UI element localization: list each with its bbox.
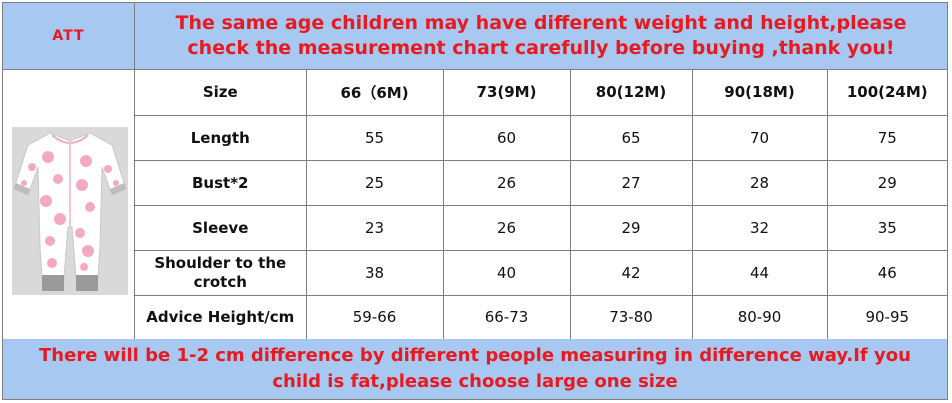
table-cell: 29 — [826, 159, 947, 206]
table-cell: 32 — [691, 204, 828, 251]
table-header-row: Size 66（6M) 73(9M) 80(12M) 90(18M) 100(2… — [135, 70, 947, 116]
column-header: 80(12M) — [569, 70, 693, 116]
column-header: 66（6M) — [305, 70, 444, 116]
size-table: Size 66（6M) 73(9M) 80(12M) 90(18M) 100(2… — [135, 70, 947, 340]
row-label: Shoulder to the crotch — [135, 249, 307, 296]
table-row: Length 55 60 65 70 75 — [135, 114, 947, 161]
table-cell: 65 — [569, 114, 693, 161]
row-label: Length — [135, 114, 307, 161]
row-label: Bust*2 — [135, 159, 307, 206]
table-cell: 25 — [305, 159, 444, 206]
table-row: Advice Height/cm 59-66 66-73 73-80 80-90… — [135, 294, 947, 340]
table-cell: 27 — [569, 159, 693, 206]
column-header: 100(24M) — [826, 70, 947, 116]
table-cell: 29 — [569, 204, 693, 251]
table-cell: 42 — [569, 249, 693, 296]
header-notice: The same age children may have different… — [135, 3, 947, 70]
table-cell: 59-66 — [305, 294, 444, 340]
table-cell: 44 — [691, 249, 828, 296]
size-header: Size — [135, 70, 307, 116]
table-cell: 80-90 — [691, 294, 828, 340]
table-cell: 73-80 — [569, 294, 693, 340]
table-cell: 70 — [691, 114, 828, 161]
table-cell: 46 — [826, 249, 947, 296]
row-label: Advice Height/cm — [135, 294, 307, 340]
table-cell: 75 — [826, 114, 947, 161]
product-photo-cell — [3, 70, 135, 339]
column-header: 90(18M) — [691, 70, 828, 116]
table-row: Shoulder to the crotch 38 40 42 44 46 — [135, 249, 947, 296]
table-cell: 40 — [442, 249, 571, 296]
header: ATT The same age children may have diffe… — [3, 3, 947, 70]
table-row: Sleeve 23 26 29 32 35 — [135, 204, 947, 251]
table-row: Bust*2 25 26 27 28 29 — [135, 159, 947, 206]
table-cell: 90-95 — [826, 294, 947, 340]
column-header: 73(9M) — [442, 70, 571, 116]
table-cell: 35 — [826, 204, 947, 251]
table-cell: 38 — [305, 249, 444, 296]
brand-label: ATT — [3, 3, 135, 70]
footer-notice: There will be 1-2 cm difference by diffe… — [3, 339, 947, 399]
table-cell: 26 — [442, 204, 571, 251]
table-cell: 23 — [305, 204, 444, 251]
table-cell: 55 — [305, 114, 444, 161]
row-label: Sleeve — [135, 204, 307, 251]
table-cell: 66-73 — [442, 294, 571, 340]
baby-romper-icon — [12, 127, 128, 295]
table-cell: 60 — [442, 114, 571, 161]
table-cell: 26 — [442, 159, 571, 206]
table-cell: 28 — [691, 159, 828, 206]
